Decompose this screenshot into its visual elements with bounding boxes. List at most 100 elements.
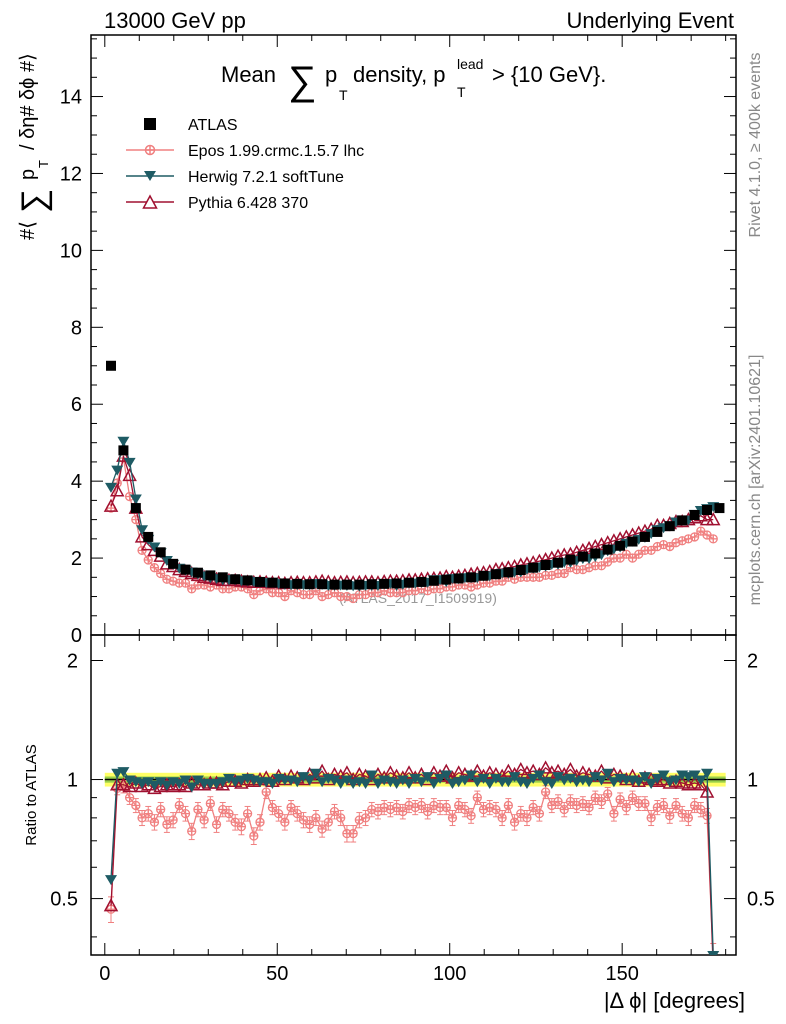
x-tick-label: 0: [99, 963, 110, 985]
data-point-atlas: [540, 560, 551, 570]
data-point-epos: [230, 817, 240, 827]
data-point-herwig: [707, 951, 720, 955]
data-point-atlas: [317, 579, 328, 590]
title-sub-t2: T: [457, 84, 466, 100]
data-point-herwig: [216, 777, 229, 788]
main-y-tick-label: 0: [71, 625, 82, 647]
ratio-y-tick-label-right: 0.5: [747, 889, 775, 911]
title-sup-lead: lead: [457, 56, 483, 72]
data-point-epos: [528, 802, 538, 813]
data-point-atlas: [577, 551, 588, 562]
data-point-herwig: [409, 773, 422, 784]
data-point-herwig: [564, 773, 577, 784]
data-point-herwig: [179, 775, 192, 786]
data-point-epos: [615, 794, 625, 805]
ratio-y-tick-label-right: 2: [747, 650, 758, 672]
data-point-epos: [509, 817, 520, 827]
ratio-y-axis-label: Ratio to ATLAS: [23, 744, 40, 845]
main-y-tick-label: 14: [60, 87, 82, 109]
data-point-epos: [162, 819, 172, 830]
data-point-pythia: [705, 512, 721, 526]
data-point-herwig: [421, 772, 434, 783]
data-point-atlas: [453, 573, 464, 584]
data-point-herwig: [334, 779, 347, 790]
data-point-herwig: [266, 779, 279, 790]
data-point-epos: [578, 564, 588, 575]
data-point-pythia: [234, 775, 249, 789]
data-point-herwig: [403, 779, 416, 790]
data-point-epos: [292, 808, 302, 819]
data-point-herwig: [105, 875, 118, 886]
data-point-herwig: [638, 772, 651, 783]
data-point-atlas: [490, 569, 501, 580]
data-point-atlas: [441, 574, 452, 585]
x-tick-label: 50: [266, 963, 288, 985]
data-point-herwig: [309, 768, 322, 779]
data-point-epos: [249, 831, 259, 841]
data-point-herwig: [458, 775, 471, 786]
data-point-atlas: [168, 558, 179, 569]
data-point-epos: [305, 819, 315, 830]
data-point-herwig: [440, 770, 453, 781]
data-point-epos: [553, 796, 563, 807]
ylabel-prefix: #⟨: [17, 221, 39, 240]
main-y-tick-label: 2: [71, 548, 82, 570]
title-sum-symbol: ∑: [288, 59, 317, 103]
data-point-herwig: [316, 777, 329, 788]
data-point-herwig: [601, 768, 614, 779]
data-point-atlas: [515, 565, 526, 575]
data-point-epos: [329, 806, 340, 817]
data-point-atlas: [155, 547, 166, 558]
data-point-epos: [683, 813, 694, 823]
data-point-herwig: [595, 775, 608, 786]
data-point-herwig: [328, 775, 341, 786]
data-point-epos: [348, 828, 358, 839]
data-point-atlas: [292, 578, 303, 589]
ylabel-p: p: [17, 169, 39, 180]
data-point-epos: [360, 813, 371, 823]
data-point-herwig: [136, 525, 149, 536]
data-point-epos: [584, 802, 594, 813]
data-point-atlas: [664, 521, 675, 532]
data-point-epos: [255, 817, 265, 827]
main-y-tick-label: 4: [71, 471, 82, 493]
data-point-epos: [491, 804, 501, 815]
data-point-epos: [137, 545, 147, 556]
data-point-epos: [106, 904, 116, 914]
main-y-tick-label: 10: [60, 240, 82, 262]
data-point-epos: [280, 591, 290, 602]
data-point-pythia: [707, 964, 719, 975]
title-density: density, p: [353, 62, 446, 87]
data-point-epos: [137, 813, 147, 823]
legend-label-epos: Epos 1.99.crmc.1.5.7 lhc: [188, 143, 364, 160]
data-point-epos: [286, 802, 296, 813]
legend-label-atlas: ATLAS: [188, 117, 238, 134]
data-point-herwig: [589, 772, 602, 783]
data-point-epos: [398, 806, 408, 817]
legend-marker-atlas: [144, 118, 156, 130]
data-point-atlas: [192, 567, 203, 578]
data-point-herwig: [191, 775, 204, 786]
data-point-epos: [677, 808, 687, 819]
ratio-series-layer: [103, 760, 720, 975]
data-point-herwig: [303, 775, 316, 786]
data-point-epos: [193, 804, 203, 815]
ratio-series-pythia: [103, 760, 719, 975]
data-point-herwig: [427, 779, 440, 790]
data-point-herwig: [483, 779, 496, 790]
data-point-herwig: [607, 777, 620, 788]
ratio-series-line: [110, 770, 714, 955]
ratio-y-tick-label-left: 2: [67, 650, 78, 672]
data-point-epos: [298, 815, 309, 825]
data-point-atlas: [106, 360, 117, 371]
data-point-atlas: [602, 544, 613, 555]
data-point-pythia: [699, 784, 715, 798]
data-point-herwig: [508, 772, 521, 783]
data-point-epos: [143, 808, 153, 819]
data-point-epos: [640, 798, 650, 809]
data-point-atlas: [279, 578, 290, 589]
ratio-y-tick-label-left: 1: [67, 770, 78, 792]
data-point-herwig: [645, 779, 658, 790]
data-point-herwig: [415, 777, 428, 788]
legend-marker-herwig: [126, 171, 174, 181]
